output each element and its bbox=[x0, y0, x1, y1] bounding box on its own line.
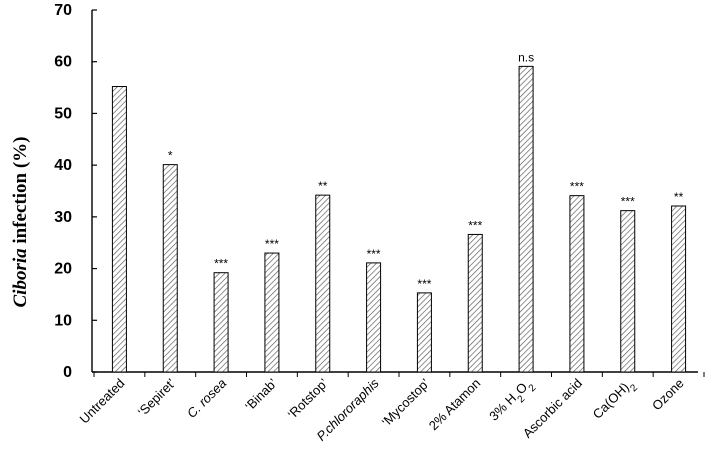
significance-label: *** bbox=[265, 237, 279, 251]
y-axis-label: Ciboria infection (%) bbox=[10, 137, 31, 308]
significance-label: ** bbox=[318, 179, 328, 193]
significance-label: n.s bbox=[518, 50, 534, 64]
significance-label: *** bbox=[367, 247, 381, 261]
bar bbox=[416, 292, 432, 373]
y-tick-label: 20 bbox=[54, 261, 72, 278]
bar bbox=[467, 233, 483, 373]
category-label: ‘Rotstop’ bbox=[285, 375, 331, 421]
y-tick-label: 10 bbox=[54, 312, 72, 329]
category-label: 2% Atamon bbox=[426, 376, 484, 434]
category-label: ‘Binab’ bbox=[242, 375, 280, 413]
bar bbox=[213, 272, 229, 373]
bar bbox=[569, 195, 585, 373]
bar bbox=[518, 65, 534, 373]
y-tick-label: 70 bbox=[54, 2, 72, 19]
significance-label: *** bbox=[468, 218, 482, 232]
category-label: C. rosea bbox=[184, 376, 229, 421]
y-tick-label: 30 bbox=[54, 209, 72, 226]
significance-label: *** bbox=[214, 257, 228, 271]
significance-label: ** bbox=[674, 190, 684, 204]
bar bbox=[111, 86, 127, 373]
x-axis bbox=[92, 371, 705, 377]
significance-labels: ******************n.s****** ** bbox=[168, 50, 684, 291]
bar bbox=[671, 205, 687, 373]
category-labels: Untreated ‘Sepiret’ C. rosea ‘Binab’ ‘Rotsto… bbox=[77, 375, 687, 444]
significance-label: *** bbox=[570, 180, 584, 194]
bar bbox=[162, 164, 178, 373]
bar bbox=[264, 252, 280, 373]
category-label: Ca(OH)2 bbox=[590, 375, 640, 425]
bars bbox=[111, 65, 687, 373]
category-label: ‘Mycostop’ bbox=[378, 375, 432, 429]
category-label: Ozone bbox=[649, 376, 687, 414]
category-label: Untreated bbox=[77, 376, 128, 427]
y-tick-label: 40 bbox=[54, 157, 72, 174]
y-tick-label: 50 bbox=[54, 105, 72, 122]
bar bbox=[366, 262, 382, 373]
y-tick-label: 60 bbox=[54, 54, 72, 71]
bar bbox=[620, 210, 636, 373]
y-tick-label: 0 bbox=[63, 364, 72, 381]
significance-label: * bbox=[168, 149, 173, 163]
category-label: ‘Sepiret’ bbox=[135, 375, 179, 419]
y-axis: 0 10 20 30 40 50 60 70 bbox=[54, 2, 97, 381]
significance-label: *** bbox=[417, 277, 431, 291]
significance-label: *** bbox=[621, 195, 635, 209]
bar bbox=[315, 194, 331, 373]
